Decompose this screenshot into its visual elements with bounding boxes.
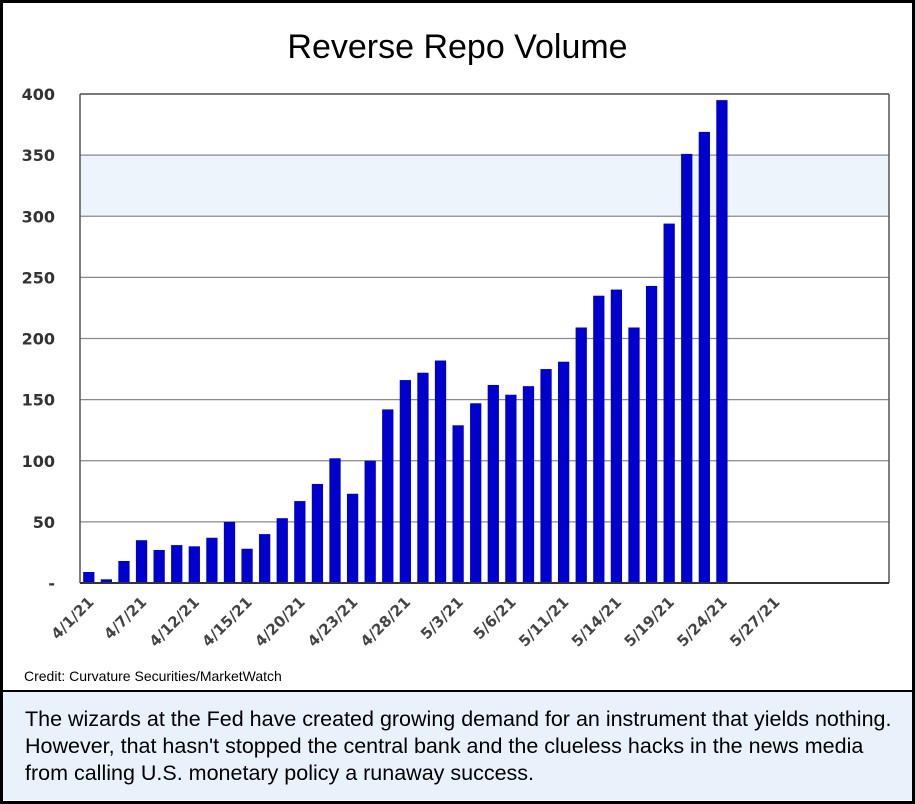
- x-tick-label: 4/20/21: [251, 593, 308, 650]
- chart-title: Reverse Repo Volume: [287, 28, 628, 66]
- x-tick-label: 5/6/21: [470, 593, 520, 643]
- x-tick-label: 5/14/21: [568, 593, 625, 650]
- bar: [698, 131, 710, 583]
- y-tick-label: 100: [22, 452, 55, 471]
- caption-text: The wizards at the Fed have created grow…: [25, 707, 892, 785]
- bar: [505, 394, 517, 583]
- bar: [434, 360, 447, 583]
- x-tick-label: 5/19/21: [621, 593, 678, 650]
- bar: [241, 548, 253, 583]
- y-tick-labels: - 50 100 150 200 250 300 350 400: [22, 85, 55, 593]
- bar: [83, 571, 95, 583]
- x-tick-label: 4/15/21: [199, 593, 256, 650]
- bar: [364, 460, 376, 583]
- x-tick-label: 5/27/21: [726, 593, 783, 650]
- bar: [628, 327, 640, 583]
- y-tick-label: 350: [22, 146, 55, 165]
- x-tick-label: 4/23/21: [304, 593, 361, 650]
- y-tick-label: 250: [22, 268, 55, 287]
- bar: [399, 380, 411, 583]
- bar: [470, 403, 482, 583]
- bar: [575, 327, 587, 583]
- bars: [83, 100, 728, 584]
- bar: [188, 546, 200, 583]
- bar: [681, 153, 693, 583]
- bar: [610, 289, 623, 583]
- bar: [118, 560, 130, 583]
- bar: [382, 409, 394, 583]
- y-tick-label: 400: [22, 85, 55, 104]
- x-tick-label: 5/24/21: [673, 593, 730, 650]
- bar: [540, 369, 552, 583]
- bar: [593, 295, 605, 583]
- bar: [100, 579, 113, 583]
- bar: [135, 540, 148, 583]
- bar: [487, 384, 499, 583]
- bar: [276, 518, 288, 583]
- x-tick-label: 5/3/21: [417, 593, 467, 643]
- caption-box: The wizards at the Fed have created grow…: [3, 690, 912, 800]
- y-tick-label: 300: [22, 207, 55, 226]
- x-tick-label: 4/7/21: [100, 593, 150, 643]
- bar: [346, 493, 359, 583]
- axes: [79, 93, 890, 584]
- x-tick-label: 4/1/21: [48, 593, 98, 643]
- plot-band: [80, 155, 889, 217]
- bar: [153, 549, 165, 583]
- x-tick-label: 4/12/21: [146, 593, 203, 650]
- bar: [329, 458, 341, 583]
- y-tick-label: 50: [33, 513, 55, 532]
- y-tick-label: -: [48, 574, 55, 593]
- x-tick-label: 5/11/21: [515, 593, 572, 650]
- bar: [417, 372, 429, 583]
- bar: [716, 100, 728, 584]
- bar: [452, 425, 464, 583]
- bar: [294, 501, 306, 583]
- bar: [645, 285, 658, 583]
- y-tick-label: 200: [22, 330, 55, 349]
- bar: [259, 534, 271, 583]
- bar: [522, 386, 535, 583]
- bar: [311, 483, 324, 583]
- y-tick-label: 150: [22, 391, 55, 410]
- x-tick-label: 4/28/21: [357, 593, 414, 650]
- bar: [558, 361, 570, 583]
- bar: [223, 521, 236, 583]
- bar: [206, 537, 218, 583]
- credit-text: Credit: Curvature Securities/MarketWatch: [24, 668, 282, 684]
- x-tick-labels: 4/1/21 4/7/214/12/214/15/214/20/214/23/21…: [48, 593, 784, 650]
- bar: [663, 223, 675, 583]
- bar: [171, 545, 183, 583]
